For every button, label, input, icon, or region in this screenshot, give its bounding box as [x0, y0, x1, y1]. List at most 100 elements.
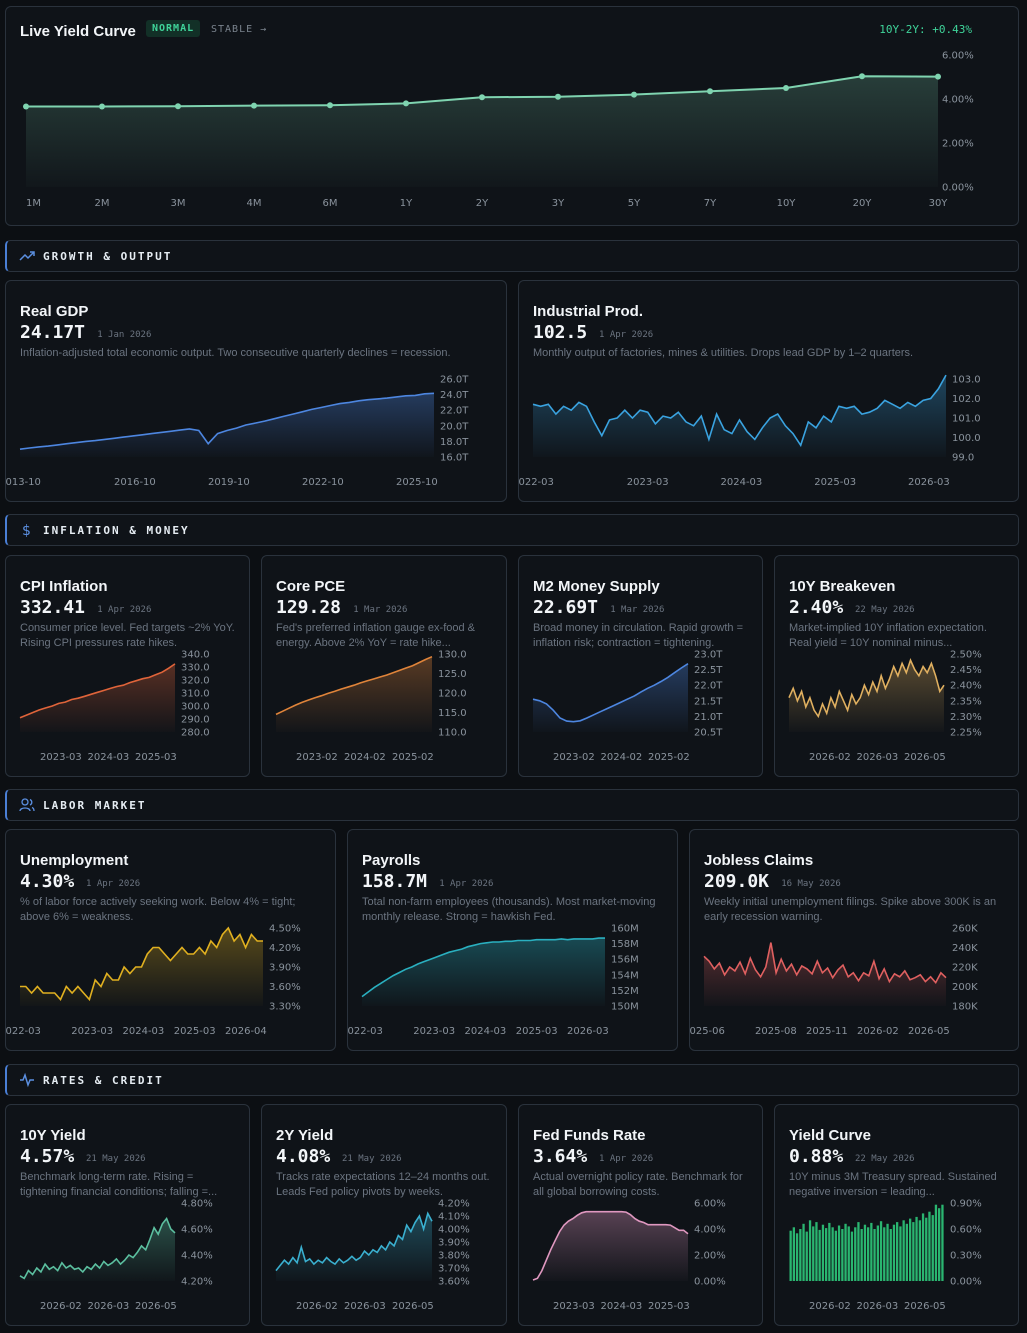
card-chart[interactable]: 99.0 100.0 101.0 102.0 103.0 2022-03 2023-03 20… [519, 281, 1018, 501]
card-chart[interactable]: 20.5T 21.0T 21.5T 22.0T 22.5T 23.0T 2023-02 202… [519, 556, 762, 776]
card-title: Yield Curve [789, 1127, 871, 1144]
card-core-pce[interactable]: Core PCE 129.28 1 Mar 2026 Fed's preferr… [261, 555, 507, 777]
y-tick-label: 21.0T [694, 712, 723, 723]
y-tick-label: 125.0 [438, 669, 467, 680]
y-tick-label: 158M [611, 939, 639, 950]
card-chart[interactable]: 3.30% 3.60% 3.90% 4.20% 4.50% 2022-03 2023-03 2… [6, 830, 335, 1050]
series-area [20, 1218, 175, 1281]
curve-point[interactable] [99, 103, 105, 110]
curve-point[interactable] [175, 103, 181, 110]
card-chart[interactable]: 4.20% 4.40% 4.60% 4.80% 2026-02 2026-03 2026-0… [6, 1105, 249, 1325]
card-title: Unemployment [20, 852, 129, 869]
y-tick-label: 130.0 [438, 650, 467, 661]
card-date: 22 May 2026 [855, 1154, 915, 1164]
card-chart[interactable]: 280.0 290.0 300.0 310.0 320.0 330.0 340.0 2023-… [6, 556, 249, 776]
y-tick-label: 4.00% [694, 1225, 726, 1236]
card-real-gdp[interactable]: Real GDP 24.17T 1 Jan 2026 Inflation-adj… [5, 280, 507, 502]
card-value: 102.5 [533, 322, 588, 343]
card-date: 1 Apr 2026 [97, 605, 152, 615]
series-line [275, 655, 433, 716]
card-chart[interactable]: 110.0 115.0 120.0 125.0 130.0 2023-02 2024-02 2… [262, 556, 506, 776]
curve-point[interactable] [631, 91, 637, 98]
y-tick-label: 2.30% [950, 712, 982, 723]
card-jobless-claims[interactable]: Jobless Claims 209.0K 16 May 2026 Weekly… [689, 829, 1019, 1051]
bar [921, 1213, 925, 1281]
bar [821, 1224, 825, 1281]
card-industrial-prod[interactable]: Industrial Prod. 102.5 1 Apr 2026 Monthl… [518, 280, 1019, 502]
bar [857, 1222, 860, 1281]
card-date: 1 Apr 2026 [599, 330, 654, 340]
curve-point[interactable] [859, 73, 865, 80]
card-payrolls[interactable]: Payrolls 158.7M 1 Apr 2026 Total non-far… [347, 829, 678, 1051]
card-chart[interactable]: 16.0T 18.0T 20.0T 22.0T 24.0T 26.0T 2013-10 201… [6, 281, 506, 501]
bar [915, 1216, 918, 1281]
x-tick-label: 1M [26, 198, 41, 209]
card-10y-breakeven[interactable]: 10Y Breakeven 2.40% 22 May 2026 Market-i… [774, 555, 1019, 777]
x-tick-label: 2025-02 [648, 752, 690, 763]
card-chart[interactable]: 3.60% 3.70% 3.80% 3.90% 4.00% 4.10% 4.20% 2026-… [262, 1105, 506, 1325]
section-title: RATES & CREDIT [43, 1074, 164, 1087]
card-value: 209.0K [704, 871, 770, 892]
card-title: Real GDP [20, 303, 89, 320]
y-tick-label: 152M [611, 986, 639, 997]
curve-point[interactable] [555, 93, 561, 100]
curve-point[interactable] [935, 73, 941, 80]
y-tick-label: 101.0 [952, 414, 981, 425]
card-fed-funds-rate[interactable]: Fed Funds Rate 3.64% 1 Apr 2026 Actual o… [518, 1104, 763, 1326]
bar [883, 1227, 886, 1281]
bar [918, 1220, 921, 1281]
card-date: 1 Apr 2026 [599, 1154, 654, 1164]
series-area [533, 1211, 688, 1281]
card-date: 1 Apr 2026 [86, 879, 141, 889]
bar [896, 1222, 899, 1281]
card-title: Fed Funds Rate [533, 1127, 646, 1144]
y-tick-label: 180K [952, 1002, 978, 1013]
x-tick-label: 2026-05 [904, 1301, 946, 1312]
curve-point[interactable] [327, 102, 333, 109]
curve-point[interactable] [783, 85, 789, 91]
card-chart[interactable]: 180K 200K 220K 240K 260K 2025-06 2025-08 2025-1… [690, 830, 1018, 1050]
curve-point[interactable] [707, 88, 713, 95]
curve-point[interactable] [479, 94, 485, 101]
card-cpi-inflation[interactable]: CPI Inflation 332.41 1 Apr 2026 Consumer… [5, 555, 250, 777]
series-area [20, 663, 175, 732]
card-10y-yield[interactable]: 10Y Yield 4.57% 21 May 2026 Benchmark lo… [5, 1104, 250, 1326]
bar [825, 1228, 828, 1281]
card-title: 10Y Breakeven [789, 578, 896, 595]
y-tick-label: 21.5T [694, 696, 723, 707]
y-tick-label: 2.45% [950, 665, 982, 676]
card-2y-yield[interactable]: 2Y Yield 4.08% 21 May 2026 Tracks rate e… [261, 1104, 507, 1326]
y-tick-label: 4.50% [269, 924, 301, 935]
curve-point[interactable] [403, 100, 409, 107]
series-area [789, 660, 944, 732]
trend-label: STABLE → [211, 24, 268, 35]
card-yield-curve-spread[interactable]: Yield Curve 0.88% 22 May 2026 10Y minus … [774, 1104, 1019, 1326]
curve-point[interactable] [251, 102, 257, 109]
card-date: 1 Mar 2026 [353, 605, 408, 615]
x-tick-label: 2024-03 [465, 1026, 507, 1037]
series-area [276, 656, 432, 732]
curve-point[interactable] [23, 103, 29, 110]
card-chart[interactable]: 0.00% 2.00% 4.00% 6.00% 2023-03 2024-03 2025-0… [519, 1105, 762, 1325]
bar [841, 1229, 844, 1281]
y-tick-label: 310.0 [181, 689, 210, 700]
x-tick-label: 2026-05 [135, 1301, 177, 1312]
section-title: GROWTH & OUTPUT [43, 250, 173, 263]
bar [812, 1226, 815, 1281]
card-unemployment[interactable]: Unemployment 4.30% 1 Apr 2026 % of labor… [5, 829, 336, 1051]
y-tick-label: 4.40% [181, 1251, 213, 1262]
card-value: 332.41 [20, 597, 86, 618]
bar [889, 1229, 892, 1281]
card-chart[interactable]: 150M 152M 154M 156M 158M 160M 2022-03 2023-03 20… [348, 830, 677, 1050]
y-tick-label: 3.90% [438, 1238, 470, 1249]
series-line [532, 374, 947, 448]
card-description: Inflation-adjusted total economic output… [20, 347, 451, 359]
card-chart[interactable]: 0.00% 0.30% 0.60% 0.90% 2026-02 2026-03 2026-0… [775, 1105, 1018, 1325]
series-line [19, 1217, 176, 1280]
yield-curve-chart[interactable]: 0.00% 2.00% 4.00% 6.00% 1M 2M 3M 4M 6M 1Y 2Y 3Y 5Y 7Y… [6, 7, 1018, 225]
card-m2-money-supply[interactable]: M2 Money Supply 22.69T 1 Mar 2026 Broad … [518, 555, 763, 777]
bar [831, 1227, 834, 1281]
y-tick-label: 22.5T [694, 665, 723, 676]
card-chart[interactable]: 2.25% 2.30% 2.35% 2.40% 2.45% 2.50% 2026-02 202… [775, 556, 1018, 776]
bar [815, 1222, 818, 1281]
